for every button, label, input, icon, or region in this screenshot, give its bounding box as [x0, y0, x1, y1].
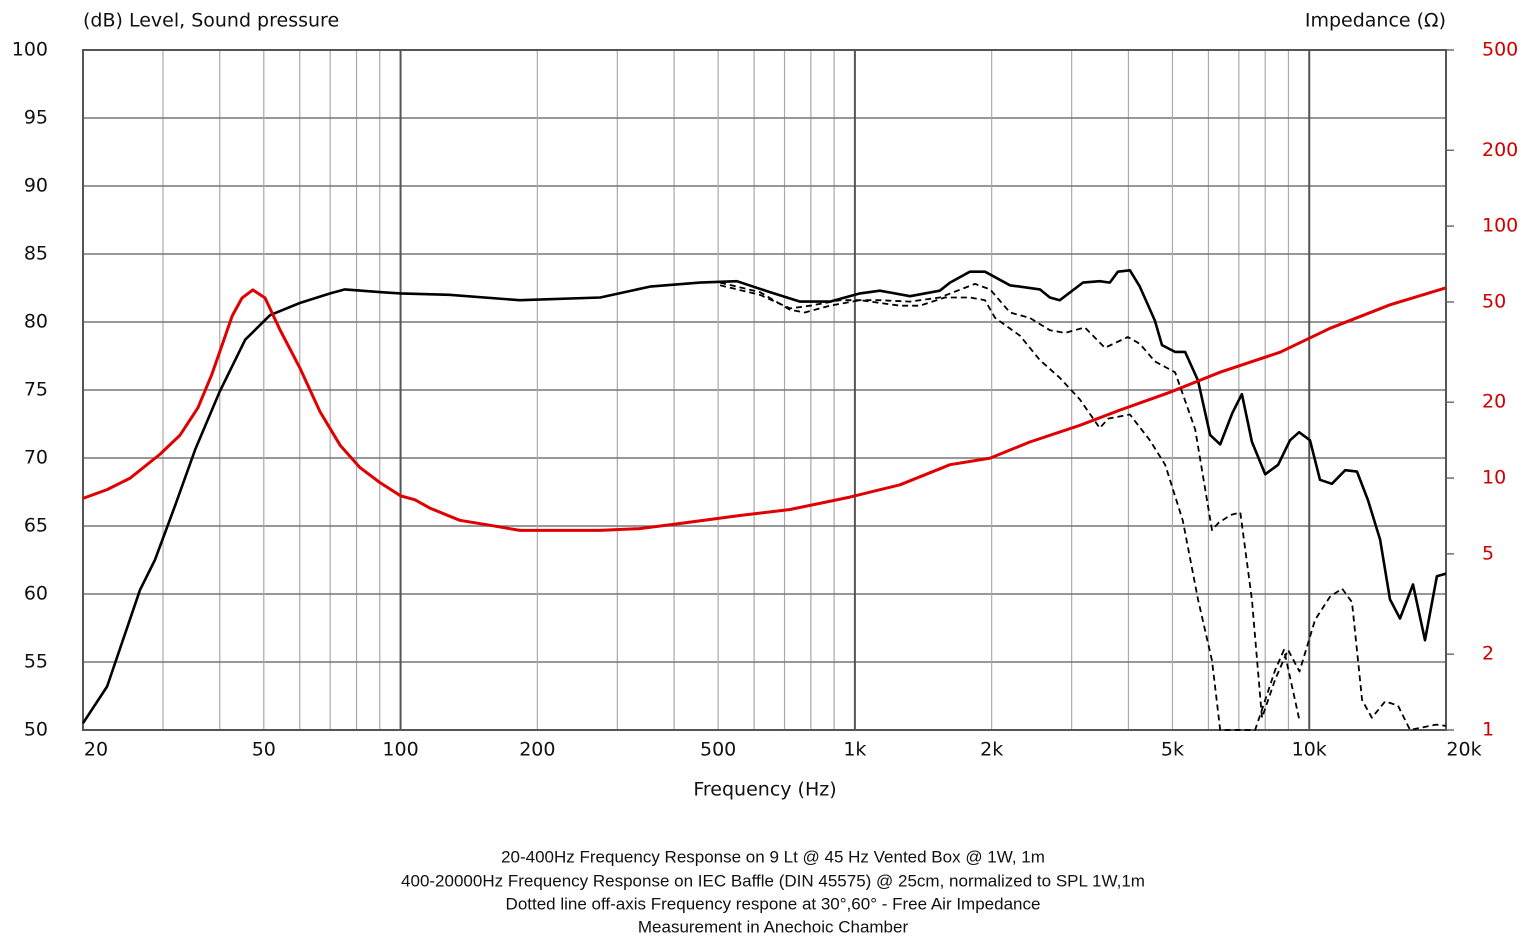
plot-frame: [82, 49, 1447, 731]
y2-tick-label: 500: [1482, 39, 1518, 61]
note: 400-20000Hz Frequency Response on IEC Ba…: [401, 871, 1145, 890]
y-tick-label: 70: [24, 447, 48, 469]
y-tick-label: 55: [24, 651, 48, 673]
y2-tick-label: 1: [1482, 719, 1494, 741]
y2-tick-label: 2: [1482, 643, 1494, 665]
y2-tick-label: 200: [1482, 139, 1518, 161]
y-tick-label: 80: [24, 311, 48, 333]
left-axis-title: (dB) Level, Sound pressure: [83, 10, 339, 32]
y2-tick-label: 50: [1482, 290, 1506, 312]
y-tick-label: 85: [24, 243, 48, 265]
spl-line: [81, 269, 1447, 724]
y2-tick-label: 10: [1482, 467, 1506, 489]
note: 20-400Hz Frequency Response on 9 Lt @ 45…: [501, 847, 1045, 866]
y-tick-label: 100: [12, 39, 48, 61]
x-tick-label: 200: [519, 739, 555, 761]
note: Dotted line off-axis Frequency respone a…: [506, 894, 1041, 913]
x-tick-label: 10k: [1292, 739, 1327, 761]
note: Measurement in Anechoic Chamber: [638, 917, 909, 936]
x-tick-label: 20: [84, 739, 108, 761]
spl-line: [719, 281, 1301, 731]
x-tick-label: 2k: [980, 739, 1003, 761]
x-tick-label: 100: [382, 739, 418, 761]
y-tick-label: 60: [24, 583, 48, 605]
right-axis-title: Impedance (Ω): [1305, 10, 1446, 32]
impedance-line: [82, 286, 1447, 532]
x-axis-title: Frequency (Hz): [693, 779, 836, 801]
y2-tick-label: 100: [1482, 215, 1518, 237]
y-tick-label: 90: [24, 175, 48, 197]
y-tick-label: 65: [24, 515, 48, 537]
y-tick-label: 95: [24, 107, 48, 129]
spl-line: [719, 283, 1447, 731]
y-tick-label: 50: [24, 719, 48, 741]
x-tick-label: 20k: [1446, 739, 1481, 761]
x-tick-label: 50: [252, 739, 276, 761]
x-tick-label: 1k: [843, 739, 866, 761]
y-tick-label: 75: [24, 379, 48, 401]
y2-tick-label: 5: [1482, 542, 1494, 564]
x-tick-label: 500: [700, 739, 736, 761]
y2-tick-label: 20: [1482, 391, 1506, 413]
x-tick-label: 5k: [1161, 739, 1184, 761]
